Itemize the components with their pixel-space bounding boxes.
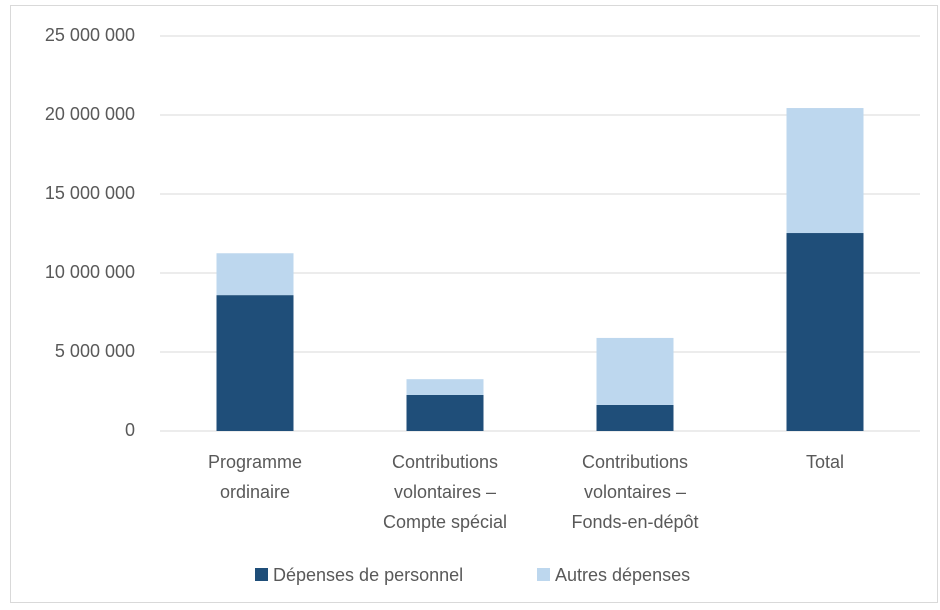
y-tick-label: 0 [125, 420, 135, 440]
bar-segment [216, 253, 294, 296]
legend-swatch [255, 568, 268, 581]
bar-segment [786, 233, 864, 431]
x-tick-label: volontaires – [584, 482, 686, 502]
legend-label: Autres dépenses [555, 565, 690, 585]
x-tick-label: Total [806, 452, 844, 472]
chart-border [10, 5, 938, 603]
y-tick-label: 20 000 000 [45, 104, 135, 124]
x-tick-label: Contributions [582, 452, 688, 472]
bar-segment [406, 379, 484, 395]
x-tick-label: ordinaire [220, 482, 290, 502]
y-tick-label: 10 000 000 [45, 262, 135, 282]
x-tick-label: Fonds-en-dépôt [571, 512, 698, 532]
bar-segment [786, 108, 864, 234]
bar-segment [406, 394, 484, 431]
x-tick-label: Contributions [392, 452, 498, 472]
x-tick-label: Programme [208, 452, 302, 472]
y-tick-label: 15 000 000 [45, 183, 135, 203]
y-tick-label: 25 000 000 [45, 25, 135, 45]
bar-segment [596, 337, 674, 405]
legend-label: Dépenses de personnel [273, 565, 463, 585]
y-tick-label: 5 000 000 [55, 341, 135, 361]
bar-segment [216, 295, 294, 431]
x-tick-label: volontaires – [394, 482, 496, 502]
bar-segment [596, 404, 674, 431]
x-tick-label: Compte spécial [383, 512, 507, 532]
legend-swatch [537, 568, 550, 581]
